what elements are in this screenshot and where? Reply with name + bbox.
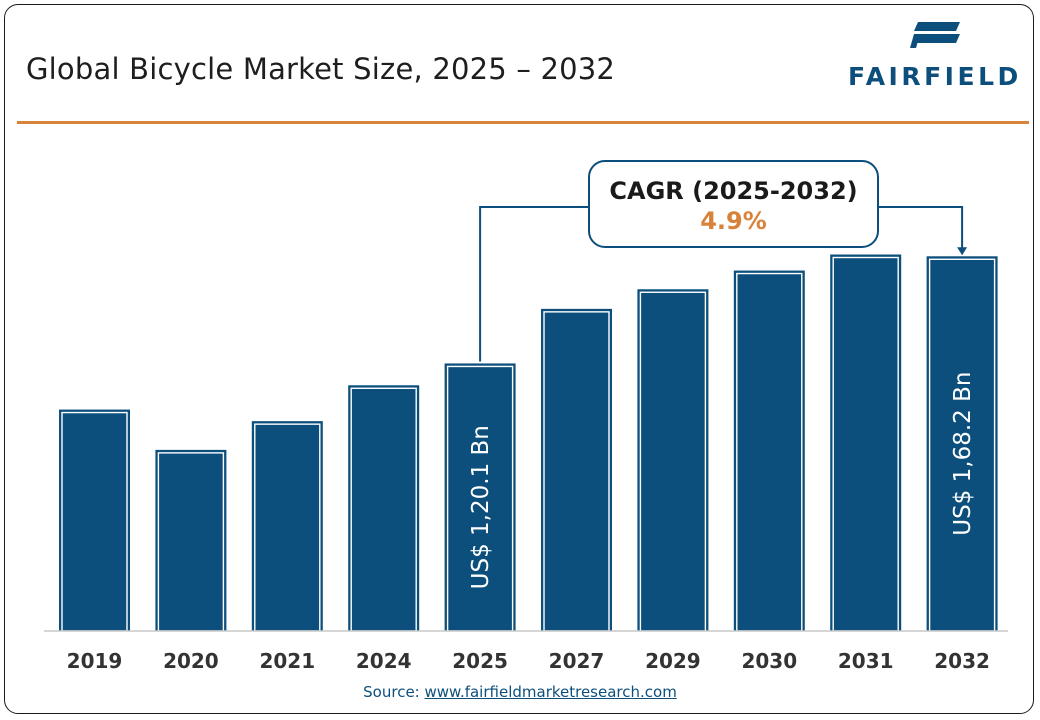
- x-tick-label-2021: 2021: [259, 649, 315, 673]
- cagr-label: CAGR (2025-2032): [609, 177, 857, 205]
- cagr-value: 4.9%: [700, 207, 767, 235]
- x-tick-label-2025: 2025: [452, 649, 508, 673]
- x-tick-label-2020: 2020: [163, 649, 219, 673]
- x-tick-label-2029: 2029: [645, 649, 701, 673]
- bar-2024: [348, 385, 420, 631]
- bar-2031: [830, 254, 902, 631]
- cagr-arrow-head-icon: [957, 247, 968, 256]
- bar-2021: [251, 421, 323, 631]
- bar-2029: [637, 289, 709, 631]
- bars-layer: [59, 254, 998, 632]
- x-tick-label-2024: 2024: [356, 649, 412, 673]
- brand-name: FAIRFIELD: [848, 62, 1022, 91]
- cagr-annotation: CAGR (2025-2032)4.9%: [479, 160, 968, 362]
- cagr-connector-right: [878, 206, 964, 250]
- source-label: Source:: [363, 683, 420, 701]
- x-tick-label-2027: 2027: [549, 649, 605, 673]
- cagr-connector-left: [479, 206, 589, 362]
- x-tick-label-2031: 2031: [838, 649, 894, 673]
- bar-value-label-2032: US$ 1,68.2 Bn: [950, 372, 976, 536]
- title-divider: [17, 121, 1029, 124]
- x-tick-labels: 2019 2020 2021 2024 2025 2027 2029 2030 2031 2032: [67, 649, 990, 673]
- x-tick-label-2032: 2032: [934, 649, 990, 673]
- bar-2020: [155, 449, 227, 631]
- cagr-box: [588, 160, 879, 248]
- bar-2025: [444, 363, 516, 631]
- x-tick-label-2019: 2019: [67, 649, 123, 673]
- source-line: Source: www.fairfieldmarketresearch.com: [0, 683, 1040, 701]
- source-link[interactable]: www.fairfieldmarketresearch.com: [424, 683, 677, 701]
- bar-2030: [733, 270, 805, 631]
- chart-title: Global Bicycle Market Size, 2025 – 2032: [26, 52, 616, 86]
- bar-2027: [541, 308, 612, 631]
- fairfield-logo-icon: [910, 22, 960, 48]
- bar-value-label-2025: US$ 1,20.1 Bn: [468, 425, 494, 589]
- bar-2032: [926, 256, 998, 631]
- bar-2019: [59, 409, 130, 631]
- x-tick-label-2030: 2030: [741, 649, 797, 673]
- bar-value-labels: US$ 1,20.1 Bn US$ 1,68.2 Bn: [468, 372, 976, 590]
